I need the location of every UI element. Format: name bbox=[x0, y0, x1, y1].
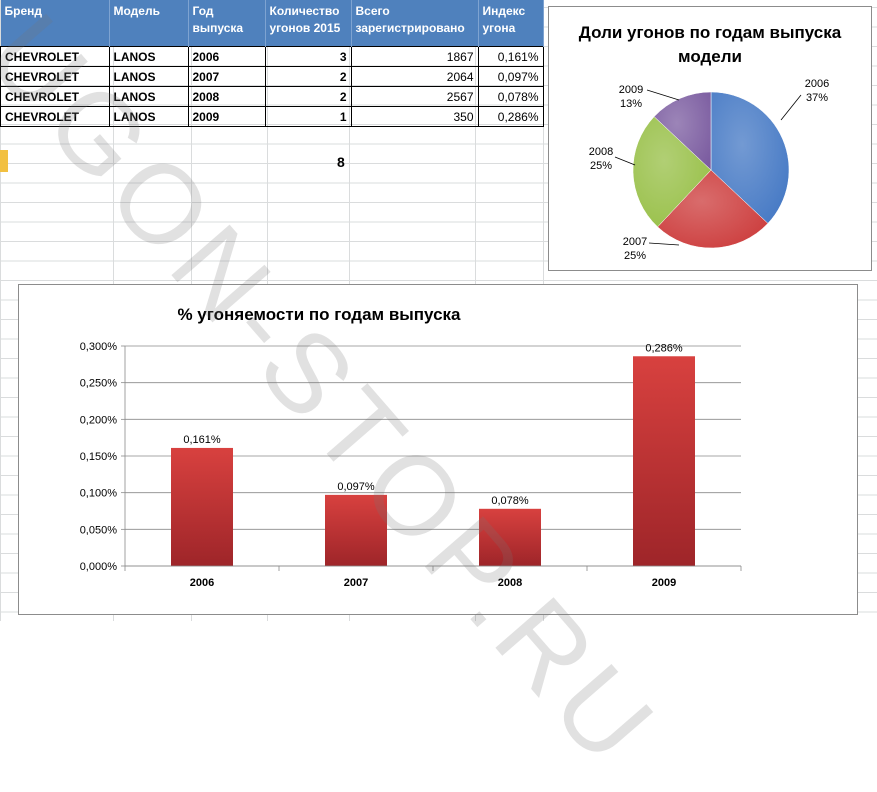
cell-model[interactable]: LANOS bbox=[108, 46, 189, 67]
pie-slice-2009[interactable] bbox=[653, 91, 712, 171]
x-tick-label: 2008 bbox=[498, 577, 522, 589]
bar-2007[interactable] bbox=[325, 494, 387, 566]
cell-brand[interactable]: CHEVROLET bbox=[0, 66, 110, 87]
header-index[interactable]: Индекс угона bbox=[478, 0, 544, 47]
cell-year[interactable]: 2008 bbox=[187, 86, 266, 107]
pie-chart-title: Доли угонов по годам выпуска модели bbox=[578, 23, 842, 66]
y-tick-label: 0,250% bbox=[80, 378, 118, 390]
bar-chart-title: % угоняемости по годам выпуска bbox=[177, 305, 461, 324]
y-tick-label: 0,150% bbox=[80, 451, 118, 463]
pie-data-label: 2006 bbox=[805, 78, 829, 90]
x-tick-label: 2006 bbox=[190, 577, 214, 589]
bar-plot: 0,000% 0,050% 0,100% 0,150% 0,200% 0,250% 0,30… bbox=[80, 341, 742, 589]
bar-data-label: 0,161% bbox=[183, 434, 221, 446]
cell-thefts[interactable]: 3 bbox=[264, 46, 352, 67]
pie-data-label: 25% bbox=[590, 160, 612, 172]
bar-2006[interactable] bbox=[171, 447, 233, 566]
x-tick-label: 2009 bbox=[652, 577, 676, 589]
pie-data-label: 25% bbox=[624, 250, 646, 262]
cell-registered[interactable]: 350 bbox=[350, 106, 479, 127]
y-tick-label: 0,100% bbox=[80, 488, 118, 500]
bar-2008[interactable] bbox=[479, 508, 541, 566]
table-row: CHEVROLET LANOS 2008 2 2567 0,078% bbox=[0, 86, 544, 107]
bar-data-label: 0,097% bbox=[337, 481, 375, 493]
cell-index[interactable]: 0,097% bbox=[477, 66, 544, 87]
cell-model[interactable]: LANOS bbox=[108, 66, 189, 87]
cell-brand[interactable]: CHEVROLET bbox=[0, 86, 110, 107]
pie-data-label: 37% bbox=[806, 92, 828, 104]
pie-slice-2006[interactable] bbox=[710, 91, 790, 224]
cell-brand[interactable]: CHEVROLET bbox=[0, 106, 110, 127]
header-thefts[interactable]: Количество угонов 2015 bbox=[265, 0, 352, 47]
cell-thefts[interactable]: 2 bbox=[264, 66, 352, 87]
cell-year[interactable]: 2006 bbox=[187, 46, 266, 67]
bar-data-label: 0,286% bbox=[645, 342, 683, 354]
cell-index[interactable]: 0,161% bbox=[477, 46, 544, 67]
table-header-row: Бренд Модель Год выпуска Количество угон… bbox=[0, 0, 544, 47]
table-row: CHEVROLET LANOS 2007 2 2064 0,097% bbox=[0, 66, 544, 87]
pie-leader-line bbox=[646, 89, 680, 101]
header-brand[interactable]: Бренд bbox=[0, 0, 110, 47]
pie-leader-line bbox=[648, 242, 680, 246]
header-registered[interactable]: Всего зарегистрировано bbox=[351, 0, 479, 47]
bar-data-label: 0,078% bbox=[491, 495, 529, 507]
y-tick-label: 0,200% bbox=[80, 414, 118, 426]
active-row-marker bbox=[0, 150, 8, 172]
cell-index[interactable]: 0,078% bbox=[477, 86, 544, 107]
pie-data-label: 2009 bbox=[619, 84, 643, 96]
header-year[interactable]: Год выпуска bbox=[188, 0, 266, 47]
cell-index[interactable]: 0,286% bbox=[477, 106, 544, 127]
y-tick-label: 0,050% bbox=[80, 524, 118, 536]
cell-thefts[interactable]: 1 bbox=[264, 106, 352, 127]
table-row: CHEVROLET LANOS 2009 1 350 0,286% bbox=[0, 106, 544, 127]
pie-chart[interactable]: Доли угонов по годам выпуска модели 2006… bbox=[548, 6, 872, 271]
x-tick-label: 2007 bbox=[344, 577, 368, 589]
bar-chart[interactable]: % угоняемости по годам выпуска 0,000% 0,0… bbox=[18, 284, 858, 615]
cell-thefts[interactable]: 2 bbox=[264, 86, 352, 107]
pie-leader-line bbox=[780, 94, 802, 121]
data-table: Бренд Модель Год выпуска Количество угон… bbox=[0, 0, 544, 127]
bar-2009[interactable] bbox=[633, 356, 695, 566]
cell-year[interactable]: 2007 bbox=[187, 66, 266, 87]
cell-model[interactable]: LANOS bbox=[108, 106, 189, 127]
cell-registered[interactable]: 1867 bbox=[350, 46, 479, 67]
pie-data-label: 2008 bbox=[589, 146, 613, 158]
pie-slice-2008[interactable] bbox=[632, 116, 712, 228]
pie-leader-line bbox=[614, 156, 636, 166]
header-model[interactable]: Модель bbox=[109, 0, 189, 47]
cell-year[interactable]: 2009 bbox=[187, 106, 266, 127]
cell-model[interactable]: LANOS bbox=[108, 86, 189, 107]
cell-brand[interactable]: CHEVROLET bbox=[0, 46, 110, 67]
table-row: CHEVROLET LANOS 2006 3 1867 0,161% bbox=[0, 46, 544, 67]
pie-data-label: 2007 bbox=[623, 236, 647, 248]
y-tick-label: 0,300% bbox=[80, 341, 118, 353]
total-thefts-cell[interactable]: 8 bbox=[337, 154, 345, 170]
cell-registered[interactable]: 2567 bbox=[350, 86, 479, 107]
cell-registered[interactable]: 2064 bbox=[350, 66, 479, 87]
pie-data-label: 13% bbox=[620, 98, 642, 110]
y-tick-label: 0,000% bbox=[80, 561, 118, 573]
pie-plot: 2006 37% 2007 25% 2008 25% 2009 13% bbox=[589, 78, 829, 262]
pie-slice-2007[interactable] bbox=[657, 169, 769, 249]
